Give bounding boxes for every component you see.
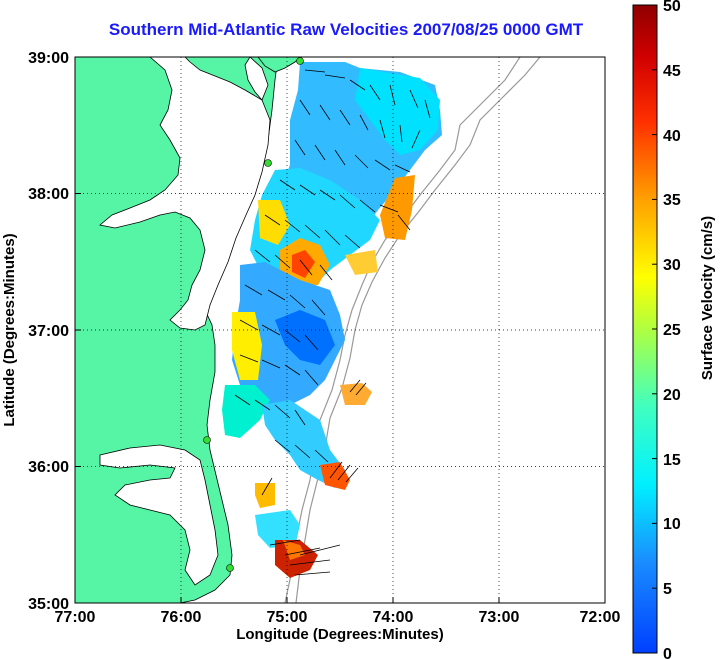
bathymetry-contours xyxy=(284,57,541,603)
colorbar-tick-label: 0 xyxy=(663,646,672,659)
y-tick-label: 39:00 xyxy=(28,50,69,67)
x-tick-label: 72:00 xyxy=(580,609,621,626)
colorbar-ticks xyxy=(652,4,657,654)
colorbar-tick-label: 5 xyxy=(663,581,672,598)
colorbar-tick-label: 45 xyxy=(663,63,681,80)
y-tick-label: 38:00 xyxy=(28,186,69,203)
map-title: Southern Mid-Atlantic Raw Velocities 200… xyxy=(108,20,584,39)
colorbar-tick-label: 20 xyxy=(663,387,681,404)
delaware-bay xyxy=(244,57,269,101)
y-axis-label: Latitude (Degrees:Minutes) xyxy=(1,233,18,426)
x-axis-label: Longitude (Degrees:Minutes) xyxy=(236,626,444,643)
chesapeake-bay xyxy=(99,57,271,331)
x-tick-label: 73:00 xyxy=(479,609,520,626)
colorbar-tick-label: 40 xyxy=(663,128,681,145)
station-marker xyxy=(226,564,234,572)
colorbar-tick-label: 10 xyxy=(663,516,681,533)
pamlico-sound xyxy=(99,444,219,586)
x-tick-label: 74:00 xyxy=(373,609,414,626)
station-marker xyxy=(203,436,211,444)
station-marker xyxy=(296,57,304,65)
x-tick-labels: 77:00 76:00 75:00 74:00 73:00 72:00 xyxy=(55,609,621,626)
y-tick-label: 35:00 xyxy=(28,596,69,613)
velocity-arrows xyxy=(234,69,431,576)
radar-stations xyxy=(203,57,304,572)
colorbar-tick-label: 30 xyxy=(663,257,681,274)
tick-marks xyxy=(74,56,606,604)
velocity-field xyxy=(222,62,442,578)
colorbar-tick-label: 15 xyxy=(663,452,681,469)
x-tick-label: 77:00 xyxy=(55,609,96,626)
x-tick-label: 75:00 xyxy=(267,609,308,626)
colorbar-tick-label: 35 xyxy=(663,192,681,209)
station-marker xyxy=(264,159,272,167)
grid-lines xyxy=(75,57,605,603)
colorbar-tick-labels: 50 45 40 35 30 25 20 15 10 5 0 xyxy=(663,0,681,659)
y-tick-label: 37:00 xyxy=(28,323,69,340)
y-tick-label: 36:00 xyxy=(28,459,69,476)
colorbar-tick-label: 50 xyxy=(663,0,681,15)
y-tick-labels: 39:00 38:00 37:00 36:00 35:00 xyxy=(28,50,69,613)
colorbar-label: Surface Velocity (cm/s) xyxy=(699,216,716,380)
colorbar-tick-label: 25 xyxy=(663,322,681,339)
x-tick-label: 76:00 xyxy=(161,609,202,626)
new-jersey-land xyxy=(257,57,301,73)
